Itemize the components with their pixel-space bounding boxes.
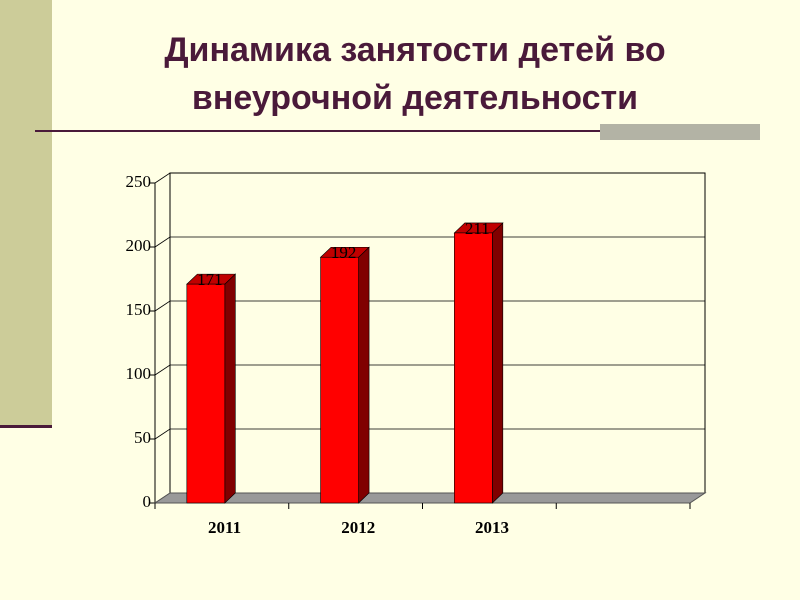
- x-tick-label: 2011: [208, 518, 241, 537]
- side-rule: [0, 425, 52, 428]
- bar: [186, 283, 226, 504]
- chart-title: Динамика занятости детей во внеурочной д…: [164, 31, 666, 117]
- floor: [153, 492, 707, 504]
- bar-side: [358, 246, 370, 504]
- value-label: 211: [465, 219, 490, 238]
- y-tick-label: 0: [143, 492, 152, 511]
- bar: [454, 232, 493, 504]
- title-rule: [35, 130, 760, 132]
- bar: [320, 256, 359, 504]
- y-tick-label: 50: [134, 428, 151, 447]
- value-label: 192: [331, 243, 357, 262]
- y-tick-label: 250: [126, 172, 152, 191]
- grid-line: [154, 364, 705, 376]
- y-tick-label: 150: [126, 300, 152, 319]
- y-tick-label: 200: [126, 236, 152, 255]
- value-label: 171: [197, 270, 223, 289]
- grid-line: [154, 236, 705, 248]
- y-tick-label: 100: [126, 364, 152, 383]
- back-wall: [169, 172, 706, 494]
- bar-side: [224, 273, 236, 504]
- grid-line: [154, 300, 705, 312]
- grid-line: [154, 428, 705, 440]
- side-band: [0, 0, 52, 425]
- x-tick-label: 2012: [341, 518, 375, 537]
- bar-side: [492, 222, 504, 504]
- grid-line: [154, 172, 705, 184]
- title-box: [600, 124, 760, 140]
- x-tick-label: 2013: [475, 518, 509, 537]
